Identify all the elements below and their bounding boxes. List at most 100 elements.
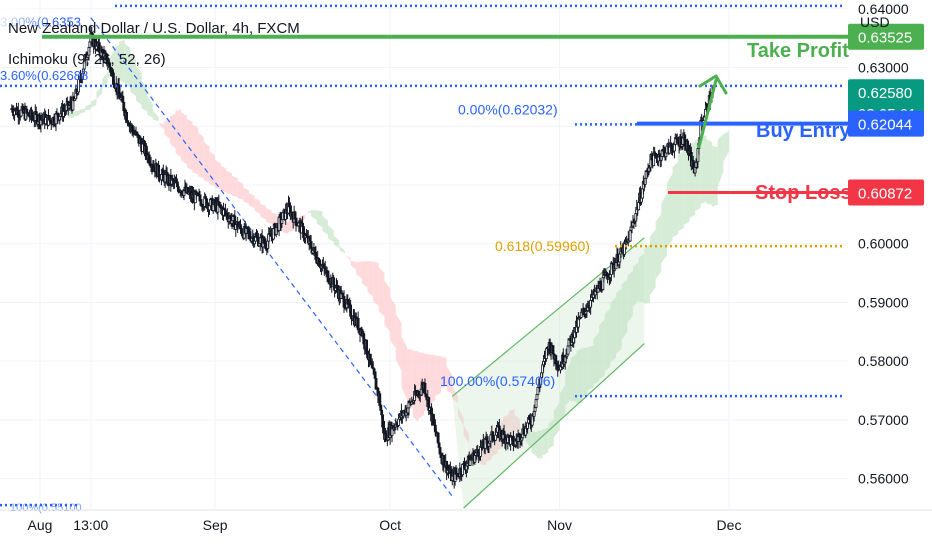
cloud-segment bbox=[559, 384, 566, 422]
cloud-segment bbox=[367, 261, 374, 297]
candle-body bbox=[280, 219, 284, 224]
cloud-segment bbox=[672, 161, 679, 238]
arrow-head bbox=[698, 74, 728, 95]
cloud-segment bbox=[305, 210, 312, 214]
cloud-segment bbox=[333, 235, 340, 248]
cloud-segment bbox=[265, 208, 272, 224]
cloud-segment bbox=[717, 133, 724, 188]
cloud-segment bbox=[226, 170, 233, 195]
price-tick-label: 0.60000 bbox=[858, 236, 909, 252]
cloud-segment bbox=[237, 180, 244, 200]
fib-partial-upper: 3.60%(0.62688 bbox=[0, 68, 88, 83]
cloud-segment bbox=[587, 345, 594, 391]
cloud-segment bbox=[260, 203, 266, 220]
cloud-segment bbox=[192, 124, 199, 175]
price-tick-label: 0.57000 bbox=[858, 412, 909, 428]
cloud-segment bbox=[322, 215, 329, 235]
candles bbox=[10, 25, 714, 489]
cloud-segment bbox=[407, 348, 413, 408]
cloud-segment bbox=[384, 280, 391, 333]
cloud-segment bbox=[655, 214, 662, 280]
cloud-segment bbox=[661, 193, 667, 264]
cloud-segment bbox=[158, 123, 165, 130]
cloud-segment bbox=[565, 361, 571, 406]
cloud-segment bbox=[339, 245, 345, 254]
cloud-segment bbox=[361, 261, 368, 288]
take-profit-price-value: 0.63525 bbox=[858, 30, 912, 47]
cloud-segment bbox=[73, 110, 80, 117]
cloud-segment bbox=[203, 141, 210, 183]
arrow-shaft bbox=[697, 78, 718, 149]
candle-body bbox=[436, 432, 440, 444]
cloud-segment bbox=[254, 198, 261, 214]
cloud-segment bbox=[706, 138, 713, 206]
cloud-segment bbox=[152, 110, 159, 122]
cloud-segment bbox=[102, 72, 108, 89]
cloud-segment bbox=[113, 45, 120, 79]
cloud-segment bbox=[124, 43, 131, 88]
cloud-segment bbox=[570, 354, 577, 403]
price-tick-label: 0.58000 bbox=[858, 353, 909, 369]
trade-annotations: Take Profit Buy Entry Stop Loss bbox=[697, 40, 852, 204]
cloud-segment bbox=[463, 425, 470, 444]
buy-entry-price-value: 0.62044 bbox=[858, 117, 912, 134]
candle-body bbox=[494, 434, 497, 441]
cloud-segment bbox=[632, 262, 639, 307]
legend-fade bbox=[0, 0, 55, 30]
buy-entry-label: Buy Entry bbox=[756, 120, 851, 142]
cloud-segment bbox=[316, 210, 323, 228]
cloud-segment bbox=[390, 296, 396, 349]
price-levels bbox=[0, 4, 848, 507]
take-profit-price-badge bbox=[848, 23, 924, 50]
candle-body bbox=[125, 111, 128, 122]
cloud-segment bbox=[525, 428, 532, 449]
indicator-legend[interactable]: Ichimoku (9, 26, 52, 26) bbox=[8, 51, 166, 68]
cloud-segment bbox=[514, 414, 521, 433]
time-tick-label: Nov bbox=[547, 517, 572, 533]
ichimoku-cloud bbox=[68, 39, 729, 466]
cloud-segment bbox=[282, 220, 289, 234]
fib-label-0: 0.00%(0.62032) bbox=[458, 101, 558, 117]
cloud-segment bbox=[627, 271, 633, 324]
cloud-segment bbox=[119, 39, 125, 83]
cloud-segment bbox=[169, 113, 176, 149]
cloud-segment bbox=[678, 150, 684, 232]
cloud-segment bbox=[593, 332, 600, 385]
candle-body bbox=[423, 382, 427, 395]
downtrend-line bbox=[90, 17, 453, 497]
price-tick-label: 0.64000 bbox=[858, 1, 909, 17]
fib-label-618: 0.618(0.59960) bbox=[495, 238, 590, 254]
cloud-segment bbox=[604, 308, 611, 372]
time-axis[interactable]: Aug 13:00 Sep Oct Nov Dec bbox=[0, 509, 932, 533]
candle-body bbox=[293, 211, 297, 220]
cloud-segment bbox=[215, 159, 221, 190]
fib-partial-bottom: 100%(0.55100 bbox=[10, 502, 82, 514]
stop-loss-price-value: 0.60872 bbox=[858, 186, 912, 203]
cloud-segment bbox=[700, 135, 707, 205]
cloud-segment bbox=[373, 261, 379, 307]
cloud-segment bbox=[186, 118, 193, 171]
price-axis[interactable]: 0.640000.630000.620000.610000.600000.590… bbox=[848, 1, 924, 487]
time-tick-label: Oct bbox=[379, 517, 401, 533]
candle-body bbox=[372, 368, 376, 375]
price-tick-label: 0.56000 bbox=[858, 471, 909, 487]
candle-body bbox=[380, 409, 384, 416]
take-profit-label: Take Profit bbox=[747, 40, 849, 62]
cloud-segment bbox=[90, 98, 97, 108]
cloud-segment bbox=[666, 173, 673, 248]
cloud-segment bbox=[147, 96, 153, 118]
cloud-segment bbox=[638, 253, 645, 303]
cloud-segment bbox=[311, 210, 317, 221]
time-tick-label: Aug bbox=[28, 517, 53, 533]
cloud-segment bbox=[599, 319, 605, 379]
cloud-segment bbox=[220, 165, 227, 193]
cloud-segment bbox=[446, 366, 453, 395]
stop-loss-price-badge bbox=[848, 179, 924, 206]
cloud-segment bbox=[723, 130, 729, 162]
time-tick-label: Sep bbox=[203, 517, 228, 533]
channel-lower bbox=[463, 343, 645, 509]
cloud-segment bbox=[582, 347, 588, 398]
cloud-segment bbox=[457, 407, 464, 427]
cloud-segment bbox=[712, 145, 718, 207]
